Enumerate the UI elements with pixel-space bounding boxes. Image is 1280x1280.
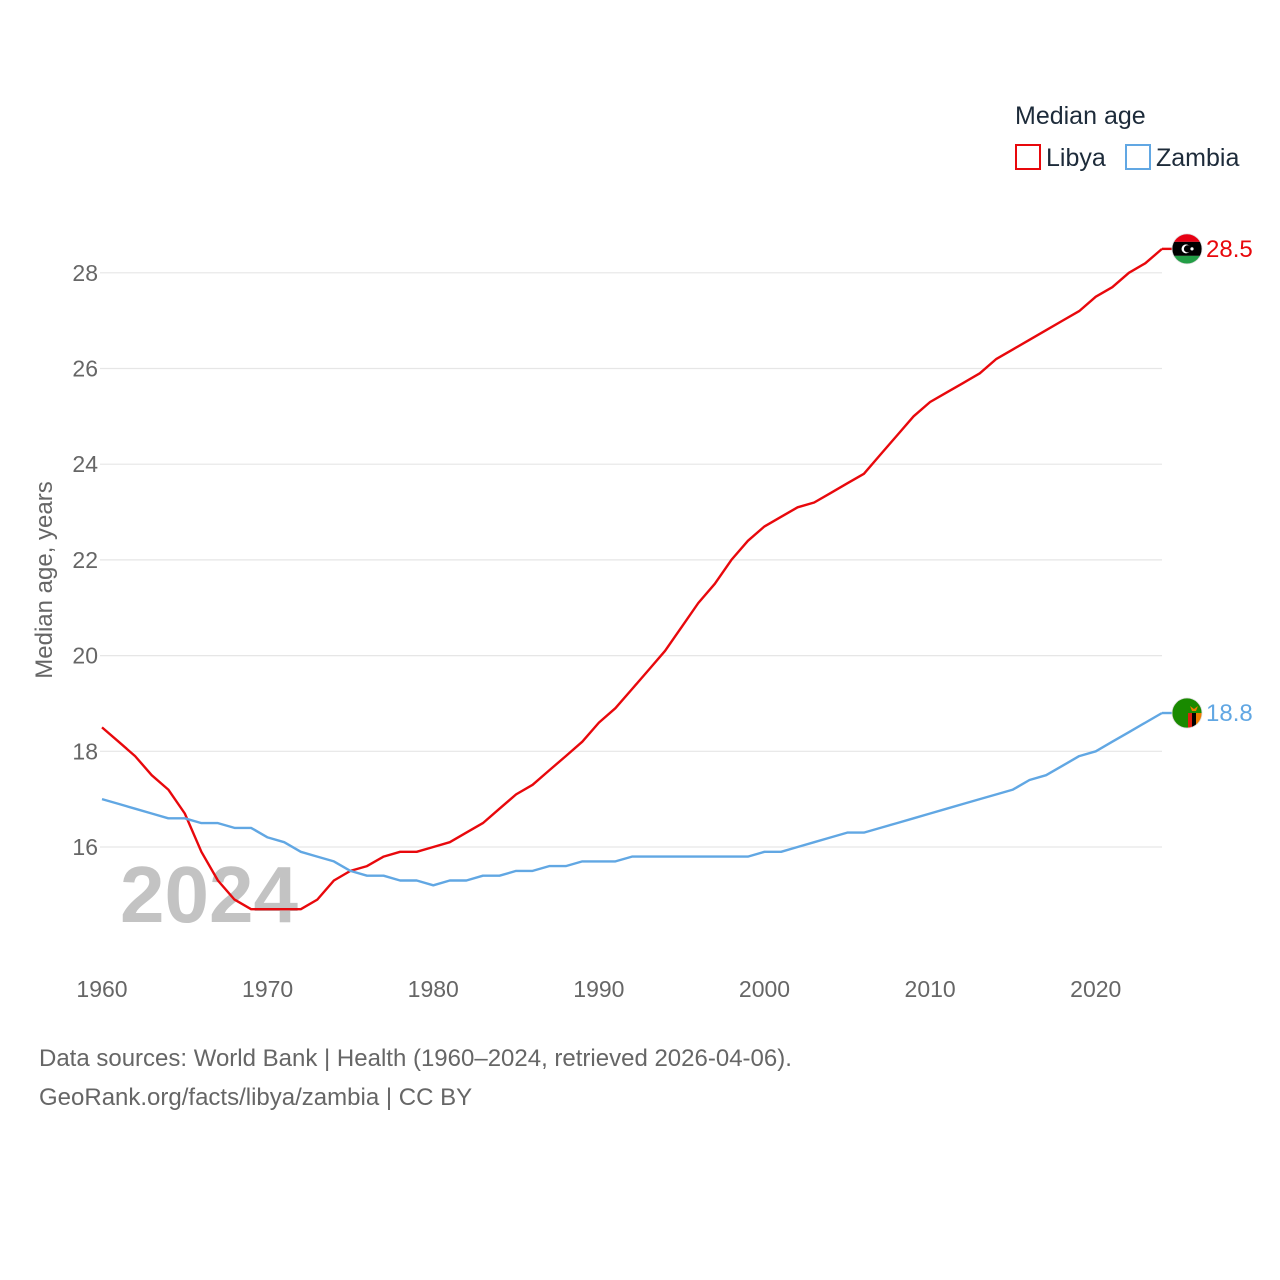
libya-flag-icon [1171, 233, 1203, 265]
series-line-libya[interactable] [101, 247, 1163, 911]
legend-label-zambia[interactable]: Zambia [1156, 144, 1239, 172]
x-tick-label: 1960 [76, 976, 127, 1002]
y-axis-label: Median age, years [31, 481, 58, 678]
x-tick-label: 1980 [408, 976, 459, 1002]
y-tick-label: 28 [72, 260, 98, 286]
y-tick-label: 24 [72, 451, 98, 477]
end-label-libya: 28.5 [1206, 236, 1253, 263]
footer-source: Data sources: World Bank | Health (1960–… [39, 1045, 792, 1072]
legend-swatch-zambia[interactable] [1125, 144, 1151, 170]
x-axis-ticks: 1960 1970 1980 1990 2000 2010 2020 [76, 976, 1121, 1002]
gridlines [100, 272, 1162, 848]
y-tick-label: 26 [72, 356, 98, 382]
y-tick-label: 22 [72, 547, 98, 573]
y-axis-ticks: 16 18 20 22 24 26 28 [72, 260, 98, 860]
legend-title: Median age [1015, 102, 1146, 130]
median-age-chart: 20 24 16 18 20 22 24 26 28 1960 1970 1980 1990 2000… [31, 102, 1253, 1002]
y-tick-label: 18 [72, 738, 98, 764]
end-label-zambia: 18.8 [1206, 700, 1253, 727]
legend[interactable]: Median age Libya Zambia [1015, 102, 1239, 172]
legend-swatch-libya[interactable] [1015, 144, 1041, 170]
x-tick-label: 2000 [739, 976, 790, 1002]
y-tick-label: 20 [72, 643, 98, 669]
legend-label-libya[interactable]: Libya [1046, 144, 1106, 172]
x-tick-label: 1970 [242, 976, 293, 1002]
series-lines [101, 247, 1163, 911]
y-tick-label: 16 [72, 834, 98, 860]
x-tick-label: 2020 [1070, 976, 1121, 1002]
series-end-labels: 28.5 18.8 [1162, 233, 1253, 729]
footer-link[interactable]: GeoRank.org/facts/libya/zambia | CC BY [39, 1084, 473, 1111]
x-tick-label: 1990 [573, 976, 624, 1002]
series-line-zambia[interactable] [101, 711, 1163, 887]
x-tick-label: 2010 [905, 976, 956, 1002]
zambia-flag-icon [1171, 697, 1203, 729]
